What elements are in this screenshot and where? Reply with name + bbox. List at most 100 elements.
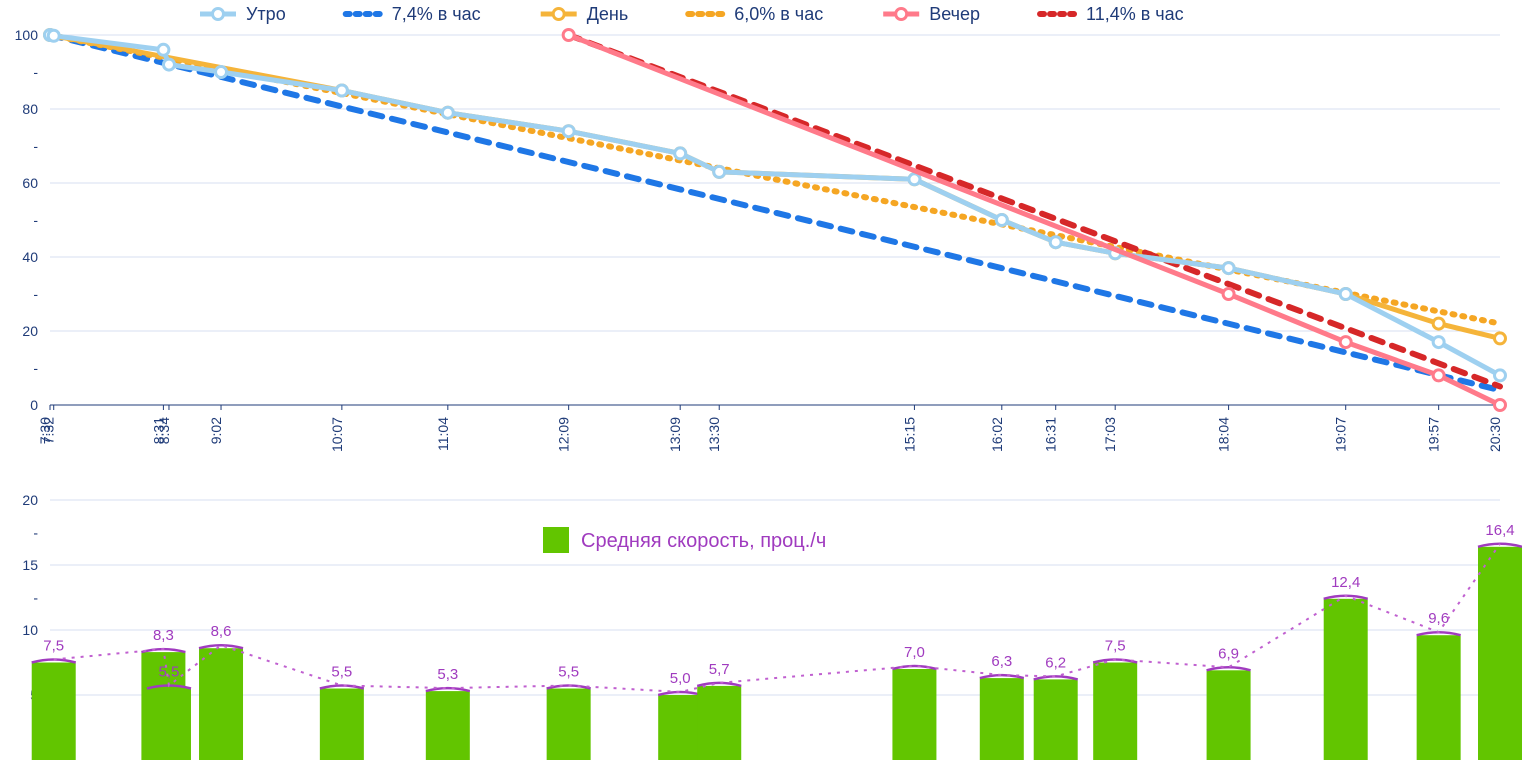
speed-bar	[1478, 547, 1522, 760]
speed-bar	[980, 678, 1024, 760]
speed-bar	[1207, 670, 1251, 760]
morning-marker	[442, 107, 453, 118]
y-minor-tick: -	[33, 64, 38, 80]
evening-marker	[1433, 370, 1444, 381]
morning-marker	[675, 148, 686, 159]
speed-bar-value: 7,0	[904, 644, 925, 661]
evening-marker	[1495, 400, 1506, 411]
speed-bar-value: 6,9	[1218, 645, 1239, 662]
legend-marker-icon	[213, 9, 224, 20]
y-minor-tick: -	[33, 212, 38, 228]
speed-bar	[147, 689, 191, 761]
speed-bar	[658, 695, 702, 760]
speed-bar	[697, 686, 741, 760]
speed-bar-value: 16,4	[1485, 522, 1514, 539]
speed-bar-cap	[199, 645, 243, 648]
x-tick-label: 8:34	[156, 417, 172, 444]
evening-marker	[563, 30, 574, 41]
bar-y-minor-tick: -	[33, 590, 38, 606]
speed-bar	[1324, 599, 1368, 760]
morning-marker	[48, 30, 59, 41]
x-tick-label: 16:02	[989, 417, 1005, 452]
evening-marker	[1340, 337, 1351, 348]
speed-bar	[1034, 679, 1078, 760]
day-marker	[1495, 333, 1506, 344]
y-tick-label: 60	[22, 175, 38, 191]
speed-bar-value: 7,5	[1105, 638, 1126, 655]
y-minor-tick: -	[33, 138, 38, 154]
speed-bar-cap	[892, 666, 936, 669]
morning-marker	[1050, 237, 1061, 248]
legend-label: День	[587, 4, 629, 24]
speed-bar	[199, 648, 243, 760]
x-tick-label: 20:30	[1487, 417, 1503, 452]
speed-bar-value: 5,7	[709, 661, 730, 678]
x-tick-label: 15:15	[901, 417, 917, 452]
speed-bar-value: 6,2	[1045, 654, 1066, 671]
speed-bar-value: 5,5	[159, 664, 180, 681]
speed-legend-swatch	[543, 527, 569, 553]
evening-marker	[1223, 289, 1234, 300]
y-tick-label: 100	[15, 27, 39, 43]
morning-marker	[563, 126, 574, 137]
speed-bar	[320, 689, 364, 761]
y-tick-label: 20	[22, 323, 38, 339]
y-tick-label: 0	[30, 397, 38, 413]
day-marker	[1433, 318, 1444, 329]
x-tick-label: 9:02	[208, 417, 224, 444]
legend-label: Утро	[246, 4, 286, 24]
speed-bar-value: 6,3	[991, 653, 1012, 670]
top-line-chart: 020406080100-----7:307:328:318:349:0210:…	[15, 27, 1506, 452]
speed-bar-cap	[32, 660, 76, 663]
speed-bar-value: 12,4	[1331, 574, 1360, 591]
legend-label: Вечер	[929, 4, 980, 24]
x-tick-label: 17:03	[1102, 417, 1118, 452]
x-tick-label: 13:09	[667, 417, 683, 452]
speed-bar-value: 8,3	[153, 627, 174, 644]
speed-bar-cap	[1034, 676, 1078, 679]
bar-y-tick-label: 10	[22, 622, 38, 638]
morning-marker	[163, 59, 174, 70]
x-tick-label: 7:32	[41, 417, 57, 444]
y-minor-tick: -	[33, 360, 38, 376]
speed-bar-value: 5,0	[670, 670, 691, 687]
speed-trend-line	[54, 544, 1500, 692]
bar-y-minor-tick: -	[33, 525, 38, 541]
speed-legend-label: Средняя скорость, проц./ч	[581, 530, 826, 552]
speed-bar-cap	[320, 686, 364, 689]
morning-marker	[714, 166, 725, 177]
legend-marker-icon	[553, 9, 564, 20]
x-tick-label: 12:09	[556, 417, 572, 452]
legend-label: 11,4% в час	[1086, 4, 1184, 24]
legend-label: 7,4% в час	[392, 4, 481, 24]
speed-bar-value: 5,5	[331, 664, 352, 681]
speed-bar-cap	[1207, 667, 1251, 670]
speed-bar	[426, 691, 470, 760]
morning-marker	[1340, 289, 1351, 300]
battery-drain-chart: 020406080100-----7:307:328:318:349:0210:…	[0, 0, 1522, 770]
speed-bar	[1093, 663, 1137, 761]
morning-marker	[1495, 370, 1506, 381]
x-tick-label: 13:30	[706, 417, 722, 452]
x-tick-label: 19:57	[1426, 417, 1442, 452]
morning-marker	[336, 85, 347, 96]
morning-marker	[1223, 263, 1234, 274]
x-tick-label: 18:04	[1216, 417, 1232, 452]
morning-marker	[158, 44, 169, 55]
speed-bar-value: 8,6	[211, 623, 232, 640]
x-tick-label: 19:07	[1333, 417, 1349, 452]
morning-trend-line	[50, 35, 1500, 390]
speed-bar	[892, 669, 936, 760]
speed-bar-cap	[697, 683, 741, 686]
bar-y-tick-label: 20	[22, 492, 38, 508]
legend-label: 6,0% в час	[734, 4, 823, 24]
speed-bar-value: 7,5	[43, 638, 64, 655]
x-tick-label: 11:04	[435, 417, 451, 451]
x-tick-label: 16:31	[1043, 417, 1059, 452]
x-tick-label: 10:07	[329, 417, 345, 452]
legend-marker-icon	[896, 9, 907, 20]
speed-bar	[547, 689, 591, 761]
y-tick-label: 40	[22, 249, 38, 265]
morning-marker	[1433, 337, 1444, 348]
speed-bar	[1417, 635, 1461, 760]
